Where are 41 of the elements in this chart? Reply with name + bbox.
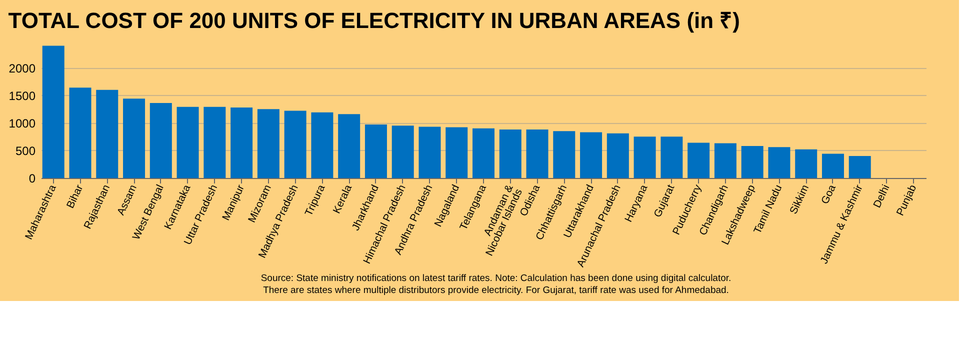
y-tick-label: 0 <box>28 172 36 186</box>
bar <box>311 112 334 178</box>
bar <box>230 107 253 178</box>
bar <box>96 90 118 178</box>
bar <box>150 103 172 178</box>
bar <box>660 136 683 178</box>
bar <box>204 106 226 178</box>
bar <box>741 146 764 178</box>
bar <box>795 149 818 178</box>
y-tick-label: 1000 <box>8 116 36 130</box>
bar <box>392 126 414 178</box>
bar <box>499 130 522 178</box>
bar <box>284 110 306 178</box>
y-tick-label: 1500 <box>8 88 36 103</box>
bar <box>472 128 494 178</box>
bar <box>688 142 710 178</box>
bar <box>446 127 468 178</box>
chart-title: TOTAL COST OF 200 UNITS OF ELECTRICITY IN URBAN AREAS (in ₹) <box>8 8 740 33</box>
bar <box>848 156 871 178</box>
x-tick-label: Goa <box>819 182 838 206</box>
x-tick-label: Delhi <box>871 182 892 210</box>
bar <box>606 133 629 178</box>
y-tick-label: 2000 <box>8 61 36 76</box>
bar <box>714 143 736 178</box>
bar <box>69 88 92 178</box>
bar <box>364 124 387 178</box>
bar <box>418 126 441 178</box>
bar <box>338 114 360 178</box>
bar <box>634 136 656 178</box>
source-note: Source: State ministry notifications on latest tariff rates. Note: Calculation has been done using digital calculator. There are states where multiple distributors provide electricity. For Gujarat, tariff rate was used for Ahmedabad. <box>260 273 732 296</box>
bar <box>580 132 602 178</box>
x-tick-label: Bihar <box>64 182 86 210</box>
bar <box>257 109 280 178</box>
bar <box>42 46 64 178</box>
bar <box>553 131 576 178</box>
y-tick-label: 500 <box>15 144 36 158</box>
bar <box>176 106 199 178</box>
bar <box>526 130 548 178</box>
bar <box>123 98 146 178</box>
bar <box>768 147 790 178</box>
bar <box>822 154 844 178</box>
